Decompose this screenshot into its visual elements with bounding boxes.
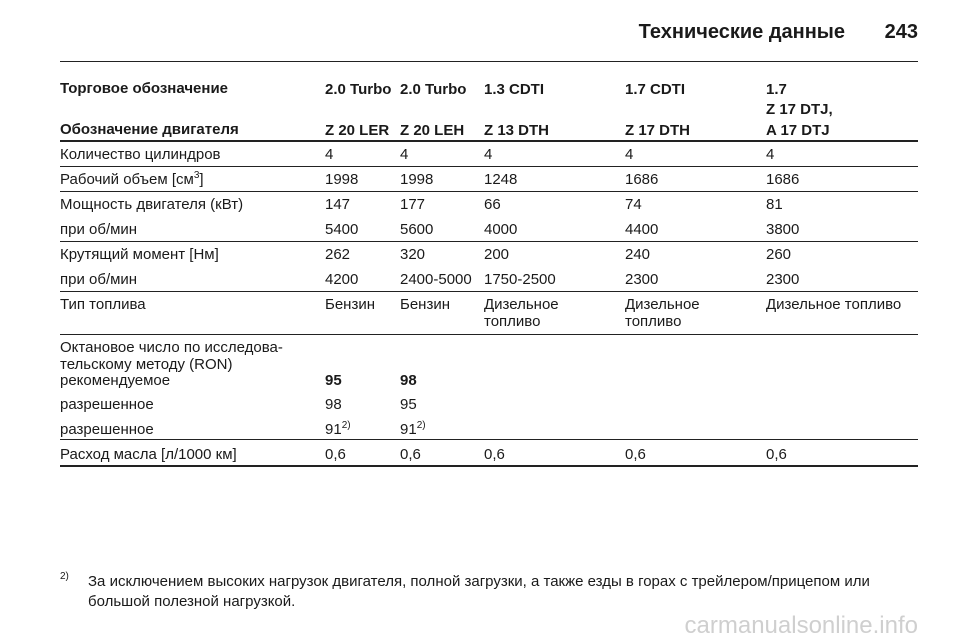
footnote-mark: 2) (60, 571, 69, 582)
row-label: при об/мин (60, 221, 138, 238)
cell: 95 (325, 372, 342, 389)
cell: 1998 (400, 171, 434, 188)
rule (60, 191, 918, 192)
row-label: разрешенное (60, 396, 154, 413)
cell: Дизельное топливо (766, 296, 902, 313)
rule (60, 61, 918, 62)
row-label: рекомендуемое (60, 372, 171, 389)
cell: 1998 (325, 171, 359, 188)
header-cell: 1.7 Z 17 DTJ, (766, 81, 833, 118)
cell: 2300 (625, 271, 659, 288)
rule (60, 465, 918, 467)
header-cell: A 17 DTJ (766, 122, 830, 139)
page-number: 243 (884, 21, 918, 43)
header-cell: 2.0 Turbo (400, 81, 467, 98)
row-label: Рабочий объем [см3] (60, 170, 204, 189)
header-cell: 1.3 CDTI (484, 81, 545, 98)
cell: Дизельное топливо (484, 296, 559, 330)
cell: 2300 (766, 271, 800, 288)
header-cell: Z 20 LEH (400, 122, 465, 139)
cell: 4 (484, 146, 493, 163)
cell: 4200 (325, 271, 359, 288)
cell-text: 91 (400, 421, 417, 438)
header-cell: 2.0 Turbo (325, 81, 392, 98)
cell: 66 (484, 196, 501, 213)
header-label: Торговое обозначение (60, 80, 229, 97)
cell: 98 (325, 396, 342, 413)
watermark: carmanualsonline.info (684, 612, 918, 639)
page-title: Технические данные (638, 21, 845, 43)
cell: 1750-2500 (484, 271, 556, 288)
cell: 4 (400, 146, 409, 163)
cell: 98 (400, 372, 417, 389)
row-label: Количество цилиндров (60, 146, 221, 163)
cell: 1248 (484, 171, 518, 188)
cell: 4400 (625, 221, 659, 238)
cell: 0,6 (484, 446, 505, 463)
row-label-text: ] (199, 171, 204, 188)
cell: 5600 (400, 221, 434, 238)
header-cell: Z 17 DTH (625, 122, 691, 139)
cell: 5400 (325, 221, 359, 238)
cell: Бензин (400, 296, 451, 313)
rule (60, 334, 918, 335)
superscript: 2) (341, 420, 351, 431)
header-cell: Z 20 LER (325, 122, 390, 139)
header-label: Обозначение двигателя (60, 121, 239, 138)
cell: 200 (484, 246, 510, 263)
cell: 147 (325, 196, 351, 213)
cell: 3800 (766, 221, 800, 238)
cell: 912) (400, 420, 426, 439)
cell: 177 (400, 196, 426, 213)
superscript: 3 (193, 170, 200, 181)
header-cell: Z 13 DTH (484, 122, 550, 139)
cell: Бензин (325, 296, 376, 313)
cell: 4 (325, 146, 334, 163)
row-label: Крутящий момент [Нм] (60, 246, 219, 263)
cell: 240 (625, 246, 651, 263)
cell: 4000 (484, 221, 518, 238)
row-label: при об/мин (60, 271, 138, 288)
rule (60, 291, 918, 292)
rule (60, 140, 918, 142)
row-label: Октановое число по исследова- тельскому … (60, 339, 283, 373)
cell: 81 (766, 196, 783, 213)
rule (60, 241, 918, 242)
cell: 260 (766, 246, 792, 263)
cell: 320 (400, 246, 426, 263)
cell: 4 (625, 146, 634, 163)
cell: 912) (325, 420, 351, 439)
row-label: Расход масла [л/1000 км] (60, 446, 237, 463)
cell: 262 (325, 246, 351, 263)
cell-text: 91 (325, 421, 342, 438)
row-label: Тип топлива (60, 296, 146, 313)
row-label: Мощность двигателя (кВт) (60, 196, 244, 213)
cell: 2400-5000 (400, 271, 472, 288)
header-cell: 1.7 CDTI (625, 81, 686, 98)
cell: 1686 (766, 171, 800, 188)
row-label: разрешенное (60, 421, 154, 438)
cell: 0,6 (325, 446, 346, 463)
cell: 1686 (625, 171, 659, 188)
cell: 74 (625, 196, 642, 213)
rule (60, 166, 918, 167)
footnote-text: За исключением высоких нагрузок двигател… (88, 573, 870, 610)
row-label-text: Рабочий объем [см (60, 171, 194, 188)
superscript: 2) (416, 420, 426, 431)
cell: 0,6 (625, 446, 646, 463)
cell: 0,6 (400, 446, 421, 463)
cell: 95 (400, 396, 417, 413)
cell: 4 (766, 146, 775, 163)
rule (60, 439, 918, 440)
cell: 0,6 (766, 446, 787, 463)
cell: Дизельное топливо (625, 296, 700, 330)
